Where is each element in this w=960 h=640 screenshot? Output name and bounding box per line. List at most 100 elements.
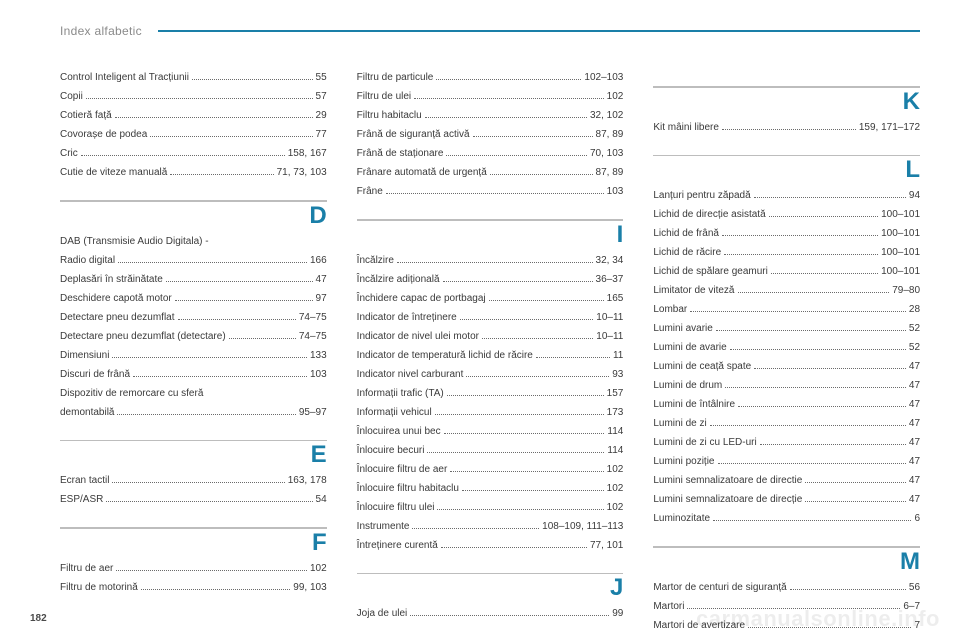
entry-pages: 97 (316, 289, 327, 308)
entry-label: Dimensiuni (60, 346, 109, 365)
entry-label: Frână de staționare (357, 144, 444, 163)
leader-dots (722, 123, 856, 130)
entry-label: Luminozitate (653, 509, 710, 528)
leader-dots (716, 324, 906, 331)
index-entry: Filtru de ulei102 (357, 87, 624, 106)
leader-dots (117, 408, 295, 415)
entry-label: Indicator de nivel ulei motor (357, 327, 479, 346)
entry-label: Filtru habitaclu (357, 106, 422, 125)
index-entry: Lumini de zi cu LED-uri47 (653, 433, 920, 452)
entry-label: Covorașe de podea (60, 125, 147, 144)
section-rule (653, 155, 920, 157)
leader-dots (473, 130, 593, 137)
index-entry: Joja de ulei99 (357, 604, 624, 623)
leader-dots (444, 427, 605, 434)
index-entry: Indicator de întreținere10–11 (357, 308, 624, 327)
leader-dots (490, 168, 593, 175)
entry-label: Informații vehicul (357, 403, 432, 422)
entry-label: Deplasări în străinătate (60, 270, 163, 289)
leader-dots (443, 275, 593, 282)
section-rule (357, 573, 624, 575)
entry-pages: 74–75 (299, 308, 327, 327)
entry-pages: 102 (607, 479, 624, 498)
index-entry: Filtru de particule102–103 (357, 68, 624, 87)
entry-label: Filtru de particule (357, 68, 434, 87)
index-entry: Lanțuri pentru zăpadă94 (653, 186, 920, 205)
entry-label: Dispozitiv de remorcare cu sferă (60, 384, 203, 403)
leader-dots (141, 583, 290, 590)
index-entry: Lumini de întâlnire47 (653, 395, 920, 414)
entry-label: Instrumente (357, 517, 410, 536)
header-title: Index alfabetic (60, 24, 142, 38)
entry-label: Lumini poziție (653, 452, 714, 471)
entry-label: Cutie de viteze manuală (60, 163, 167, 182)
section-rule (653, 86, 920, 88)
entry-pages: 103 (607, 182, 624, 201)
index-entry: Limitator de viteză79–80 (653, 281, 920, 300)
leader-dots (489, 294, 604, 301)
leader-dots (170, 168, 273, 175)
index-entry: Filtru de motorină99, 103 (60, 578, 327, 597)
leader-dots (115, 111, 313, 118)
index-entry: Frână de siguranță activă87, 89 (357, 125, 624, 144)
index-entry: Înlocuire filtru ulei102 (357, 498, 624, 517)
index-entry: Închidere capac de portbagaj165 (357, 289, 624, 308)
entry-pages: 99, 103 (293, 578, 326, 597)
index-entry: Informații vehicul173 (357, 403, 624, 422)
entry-pages: 100–101 (881, 205, 920, 224)
entry-pages: 102 (607, 87, 624, 106)
leader-dots (466, 370, 609, 377)
leader-dots (713, 514, 911, 521)
index-entry: Înlocuirea unui bec114 (357, 422, 624, 441)
entry-label: Înlocuire becuri (357, 441, 425, 460)
entry-pages: 54 (316, 490, 327, 509)
entry-label: Lumini de drum (653, 376, 722, 395)
entry-pages: 114 (607, 441, 623, 460)
entry-pages: 71, 73, 103 (277, 163, 327, 182)
entry-label: Martor de centuri de siguranță (653, 578, 786, 597)
entry-label: Lumini avarie (653, 319, 712, 338)
index-column: Control Inteligent al Tracțiunii55Copii5… (60, 68, 327, 635)
entry-label: Lumini de avarie (653, 338, 726, 357)
entry-pages: 87, 89 (596, 163, 624, 182)
entry-label: Frâne (357, 182, 383, 201)
entry-label: Detectare pneu dezumflat (60, 308, 175, 327)
entry-pages: 56 (909, 578, 920, 597)
index-entry: Martor de centuri de siguranță 56 (653, 578, 920, 597)
entry-pages: 108–109, 111–113 (542, 517, 623, 536)
entry-pages: 47 (909, 452, 920, 471)
index-entry: Lumini semnalizatoare de directie47 (653, 471, 920, 490)
entry-pages: 94 (909, 186, 920, 205)
leader-dots (106, 495, 312, 502)
entry-label: Cric (60, 144, 78, 163)
entry-label: Lombar (653, 300, 687, 319)
leader-dots (748, 621, 911, 628)
entry-label: Frână de siguranță activă (357, 125, 470, 144)
section-letter: F (60, 531, 327, 555)
entry-label: Întreținere curentă (357, 536, 438, 555)
index-entry: Copii57 (60, 87, 327, 106)
entry-pages: 102 (310, 559, 327, 578)
entry-label: Indicator de întreținere (357, 308, 457, 327)
leader-dots (730, 343, 906, 350)
section-rule (60, 200, 327, 202)
index-entry: Înlocuire becuri 114 (357, 441, 624, 460)
entry-pages: 47 (909, 471, 920, 490)
leader-dots (718, 457, 906, 464)
entry-label: Frânare automată de urgență (357, 163, 487, 182)
entry-label: Martori (653, 597, 684, 616)
section-letter: I (357, 223, 624, 247)
entry-pages: 47 (909, 376, 920, 395)
leader-dots (805, 495, 906, 502)
index-entry: Dispozitiv de remorcare cu sferă (60, 384, 327, 403)
leader-dots (710, 419, 906, 426)
leader-dots (412, 522, 539, 529)
entry-label: Informații trafic (TA) (357, 384, 444, 403)
entry-pages: 133 (310, 346, 327, 365)
entry-pages: 57 (316, 87, 327, 106)
index-entry: Discuri de frână103 (60, 365, 327, 384)
entry-label: Înlocuire filtru de aer (357, 460, 448, 479)
section-rule (60, 527, 327, 529)
entry-label: Încălzire adițională (357, 270, 440, 289)
entry-pages: 52 (909, 338, 920, 357)
